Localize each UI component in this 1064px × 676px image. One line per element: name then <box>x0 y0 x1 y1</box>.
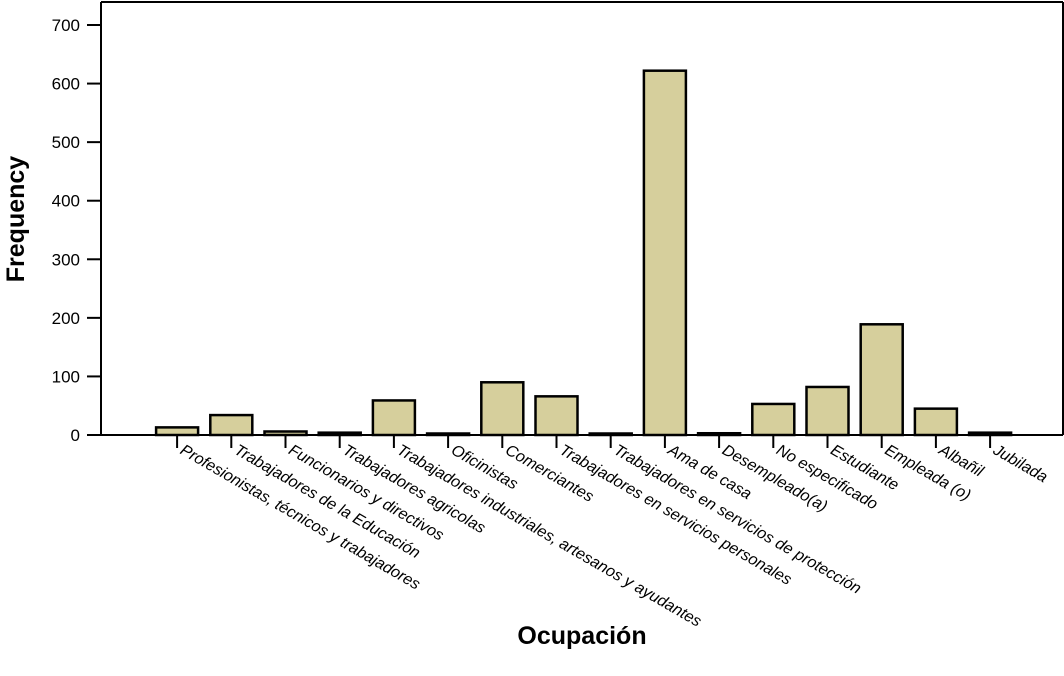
bar <box>696 431 742 437</box>
bar <box>588 432 633 437</box>
y-tick-label: 300 <box>52 250 80 269</box>
y-tick-label: 500 <box>52 133 80 152</box>
bars <box>154 69 1013 437</box>
bar <box>642 69 688 437</box>
y-axis-title: Frequency <box>2 156 30 283</box>
bar <box>317 431 362 437</box>
bar <box>154 426 200 437</box>
bar <box>805 385 850 437</box>
y-tick-label: 600 <box>52 75 80 94</box>
y-tick-label: 0 <box>71 426 80 445</box>
bar <box>534 395 579 437</box>
bar <box>751 402 796 437</box>
y-tick-label: 400 <box>52 192 80 211</box>
bar <box>263 430 308 437</box>
bar <box>209 413 254 437</box>
bar <box>859 323 904 437</box>
bar <box>480 381 525 437</box>
category-labels: Profesionistas, técnicos y trabajadoresT… <box>177 441 1050 630</box>
bar <box>371 399 417 437</box>
category-label: Jubilada <box>989 441 1050 486</box>
x-axis-title: Ocupación <box>517 622 646 650</box>
bar <box>425 432 471 437</box>
bar <box>967 431 1013 437</box>
y-tick-label: 100 <box>52 367 80 386</box>
bar <box>913 407 959 437</box>
y-tick-label: 700 <box>52 16 80 35</box>
y-axis: 0 100 200 300 400 500 600 700 <box>52 1 1064 445</box>
y-tick-label: 200 <box>52 309 80 328</box>
